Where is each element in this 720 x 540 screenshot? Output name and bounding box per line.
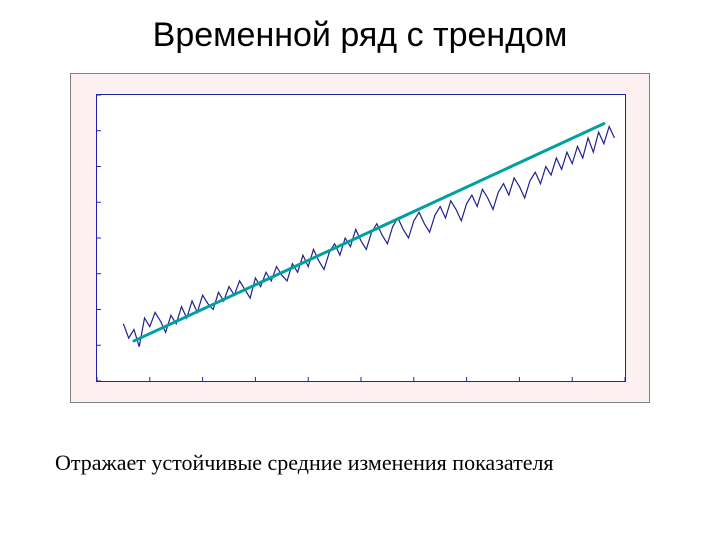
page-title: Временной ряд с трендом bbox=[0, 16, 720, 55]
chart-svg bbox=[97, 95, 625, 381]
caption-text: Отражает устойчивые средние изменения по… bbox=[55, 450, 554, 476]
chart-container bbox=[70, 73, 650, 403]
chart-plot-area bbox=[96, 94, 626, 382]
slide: Временной ряд с трендом Отражает устойчи… bbox=[0, 0, 720, 540]
